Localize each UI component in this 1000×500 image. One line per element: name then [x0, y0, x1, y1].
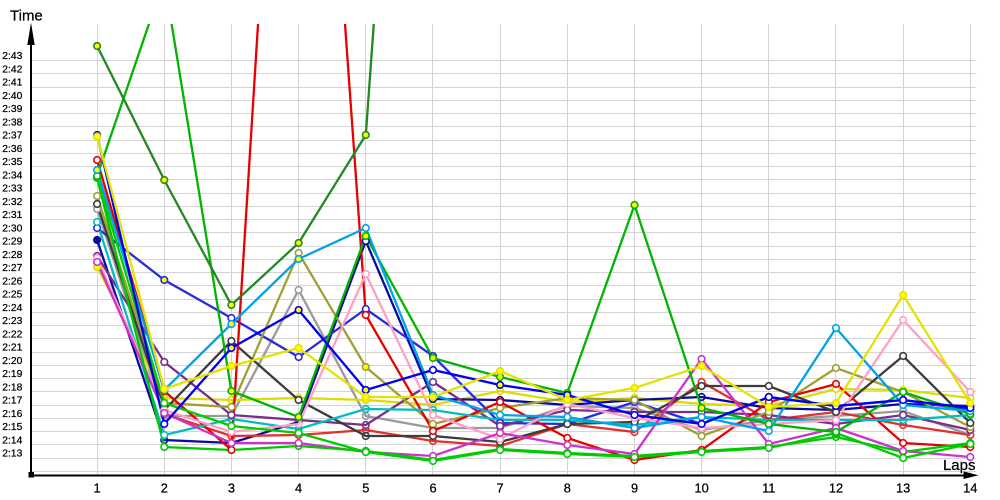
svg-text:3: 3	[228, 480, 235, 495]
svg-text:2:30: 2:30	[2, 223, 22, 234]
svg-text:2:39: 2:39	[2, 104, 22, 115]
svg-text:2:34: 2:34	[2, 170, 22, 181]
svg-text:1: 1	[94, 480, 101, 495]
svg-text:2:22: 2:22	[2, 329, 22, 340]
svg-text:2:13: 2:13	[2, 449, 22, 460]
svg-text:2:31: 2:31	[2, 210, 22, 221]
svg-text:2:17: 2:17	[2, 396, 22, 407]
svg-text:10: 10	[694, 480, 708, 495]
svg-text:2:35: 2:35	[2, 157, 22, 168]
svg-text:Laps: Laps	[943, 457, 976, 474]
svg-text:5: 5	[362, 480, 369, 495]
svg-text:2:37: 2:37	[2, 131, 22, 142]
svg-text:9: 9	[631, 480, 638, 495]
svg-text:4: 4	[295, 480, 302, 495]
svg-text:2:26: 2:26	[2, 276, 22, 287]
svg-text:14: 14	[963, 480, 977, 495]
svg-text:2:19: 2:19	[2, 369, 22, 380]
svg-text:2:24: 2:24	[2, 303, 22, 314]
svg-text:2:25: 2:25	[2, 290, 22, 301]
svg-text:2:21: 2:21	[2, 343, 22, 354]
svg-text:2:36: 2:36	[2, 144, 22, 155]
svg-text:2:42: 2:42	[2, 64, 22, 75]
svg-text:6: 6	[429, 480, 436, 495]
svg-text:2:28: 2:28	[2, 250, 22, 261]
svg-text:2:20: 2:20	[2, 356, 22, 367]
svg-text:12: 12	[829, 480, 843, 495]
svg-text:2:18: 2:18	[2, 382, 22, 393]
svg-text:2:14: 2:14	[2, 435, 22, 446]
svg-text:Time: Time	[10, 8, 43, 25]
svg-text:2:27: 2:27	[2, 263, 22, 274]
svg-text:2:43: 2:43	[2, 51, 22, 62]
svg-text:2:33: 2:33	[2, 184, 22, 195]
svg-text:2:41: 2:41	[2, 78, 22, 89]
svg-text:2:38: 2:38	[2, 117, 22, 128]
svg-text:2:15: 2:15	[2, 422, 22, 433]
svg-text:2:23: 2:23	[2, 316, 22, 327]
svg-text:2:32: 2:32	[2, 197, 22, 208]
svg-text:11: 11	[762, 480, 775, 495]
svg-text:2:29: 2:29	[2, 237, 22, 248]
svg-text:8: 8	[564, 480, 571, 495]
svg-text:2: 2	[161, 480, 168, 495]
svg-text:2:40: 2:40	[2, 91, 22, 102]
svg-text:13: 13	[896, 480, 910, 495]
svg-text:2:16: 2:16	[2, 409, 22, 420]
svg-text:7: 7	[497, 480, 504, 495]
